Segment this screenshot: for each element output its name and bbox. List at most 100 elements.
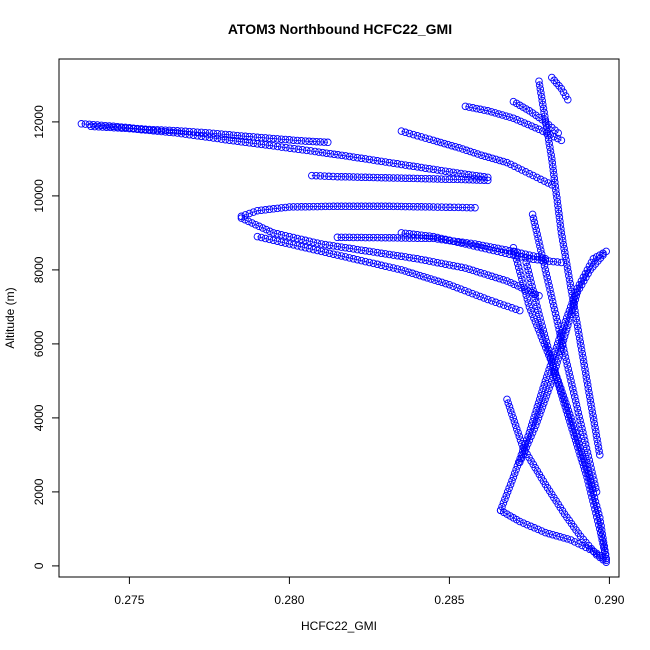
data-point bbox=[524, 299, 533, 307]
series-line bbox=[90, 125, 488, 178]
data-series bbox=[237, 202, 479, 221]
data-point bbox=[525, 169, 534, 178]
data-point bbox=[520, 283, 528, 291]
data-point bbox=[441, 167, 450, 175]
data-point bbox=[552, 313, 561, 322]
data-point bbox=[579, 357, 588, 366]
data-point bbox=[546, 285, 554, 294]
data-point bbox=[533, 417, 541, 426]
data-point bbox=[221, 130, 230, 139]
data-point bbox=[181, 130, 190, 138]
data-point bbox=[488, 154, 497, 163]
data-point bbox=[529, 255, 538, 264]
data-point bbox=[277, 135, 286, 143]
data-point bbox=[429, 234, 438, 243]
data-point bbox=[542, 338, 551, 346]
data-point bbox=[165, 128, 174, 137]
data-point bbox=[595, 521, 603, 529]
data-point bbox=[577, 280, 586, 289]
data-point bbox=[469, 176, 477, 184]
data-point bbox=[185, 130, 194, 139]
y-tick-label: 12000 bbox=[32, 105, 46, 139]
data-point bbox=[508, 304, 516, 312]
data-point bbox=[550, 305, 559, 314]
data-point bbox=[429, 175, 438, 183]
data-series bbox=[535, 77, 604, 459]
data-point bbox=[326, 149, 335, 158]
data-point bbox=[513, 462, 522, 470]
data-point bbox=[558, 391, 566, 400]
data-point bbox=[369, 202, 378, 211]
data-point bbox=[476, 176, 485, 184]
data-point bbox=[225, 136, 234, 144]
data-point bbox=[265, 134, 274, 142]
data-point bbox=[551, 366, 559, 374]
data-point bbox=[311, 147, 319, 156]
data-point bbox=[297, 235, 306, 244]
data-point bbox=[381, 202, 390, 211]
data-point bbox=[419, 272, 428, 281]
data-point bbox=[429, 203, 438, 211]
data-point bbox=[385, 174, 394, 182]
data-point bbox=[445, 280, 454, 289]
data-point bbox=[316, 138, 325, 146]
data-point bbox=[353, 245, 362, 254]
data-point bbox=[473, 243, 482, 251]
data-point bbox=[594, 517, 602, 525]
data-point bbox=[503, 277, 511, 285]
data-point bbox=[509, 414, 517, 422]
data-point bbox=[555, 325, 563, 334]
data-point bbox=[501, 249, 510, 258]
data-point bbox=[345, 233, 354, 242]
data-point bbox=[261, 206, 270, 214]
data-point bbox=[385, 234, 394, 242]
data-point bbox=[401, 234, 410, 242]
data-point bbox=[413, 174, 422, 183]
data-point bbox=[298, 146, 307, 154]
data-point bbox=[498, 111, 507, 119]
data-series bbox=[237, 214, 543, 300]
data-point bbox=[562, 256, 570, 264]
data-point bbox=[555, 213, 564, 222]
data-point bbox=[571, 307, 579, 315]
data-point bbox=[437, 166, 446, 175]
data-point bbox=[169, 128, 178, 137]
data-point bbox=[506, 480, 515, 489]
data-point bbox=[545, 139, 553, 148]
data-point bbox=[476, 105, 485, 114]
data-point bbox=[405, 174, 414, 183]
data-point bbox=[533, 173, 541, 182]
data-point bbox=[539, 104, 548, 113]
data-point bbox=[496, 299, 504, 308]
data-point bbox=[417, 255, 426, 264]
data-point bbox=[454, 203, 463, 212]
data-point bbox=[393, 234, 402, 242]
data-point bbox=[488, 297, 496, 305]
data-point bbox=[487, 108, 496, 116]
data-point bbox=[433, 203, 442, 211]
data-point bbox=[554, 129, 562, 137]
data-point bbox=[541, 395, 549, 404]
data-point bbox=[405, 161, 414, 170]
data-point bbox=[273, 204, 282, 213]
data-point bbox=[87, 122, 95, 131]
data-point bbox=[447, 141, 456, 150]
data-point bbox=[575, 330, 583, 338]
data-point bbox=[557, 229, 566, 237]
data-point bbox=[377, 173, 386, 182]
data-point bbox=[523, 520, 531, 529]
data-point bbox=[209, 134, 218, 142]
data-point bbox=[594, 439, 602, 447]
data-point bbox=[503, 395, 511, 404]
data-point bbox=[98, 123, 107, 131]
data-point bbox=[569, 389, 578, 397]
data-point bbox=[405, 234, 414, 242]
data-point bbox=[261, 234, 270, 243]
data-point bbox=[273, 230, 282, 238]
data-series bbox=[253, 232, 524, 315]
data-point bbox=[385, 250, 394, 259]
data-point bbox=[535, 238, 543, 246]
data-point bbox=[545, 366, 553, 374]
data-point bbox=[583, 377, 591, 385]
data-point bbox=[546, 147, 555, 155]
